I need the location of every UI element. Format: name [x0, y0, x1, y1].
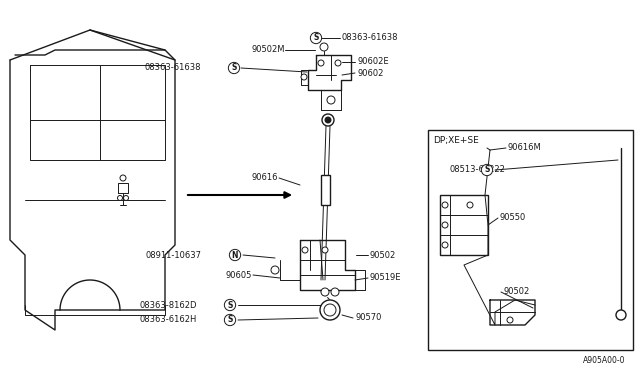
Circle shape: [616, 310, 626, 320]
Text: 90602: 90602: [358, 68, 385, 77]
Text: S: S: [227, 315, 233, 324]
Circle shape: [325, 117, 331, 123]
Circle shape: [327, 96, 335, 104]
Text: S: S: [314, 33, 319, 42]
Circle shape: [321, 288, 329, 296]
Text: S: S: [484, 166, 490, 174]
Circle shape: [331, 288, 339, 296]
Circle shape: [302, 247, 308, 253]
Text: N: N: [232, 250, 238, 260]
Text: A905A00-0: A905A00-0: [582, 356, 625, 365]
Text: 90502: 90502: [370, 250, 396, 260]
Text: 90502: 90502: [503, 288, 529, 296]
Circle shape: [118, 196, 122, 201]
Circle shape: [301, 74, 307, 80]
Circle shape: [442, 202, 448, 208]
Bar: [428, 130, 633, 350]
Circle shape: [507, 317, 513, 323]
Circle shape: [442, 242, 448, 248]
Text: 90550: 90550: [500, 214, 526, 222]
Text: 08363-6162H: 08363-6162H: [140, 315, 197, 324]
Text: 08911-10637: 08911-10637: [146, 250, 202, 260]
Text: 90602E: 90602E: [358, 58, 390, 67]
Text: 08363-61638: 08363-61638: [342, 33, 399, 42]
Circle shape: [124, 196, 129, 201]
Circle shape: [442, 222, 448, 228]
Circle shape: [271, 266, 279, 274]
Circle shape: [335, 60, 341, 66]
Circle shape: [324, 304, 336, 316]
Text: 08513-61222: 08513-61222: [450, 166, 506, 174]
Text: 90605: 90605: [226, 270, 252, 279]
Text: DP;XE+SE: DP;XE+SE: [433, 135, 479, 144]
Text: 90616: 90616: [252, 173, 278, 183]
Text: 90570: 90570: [355, 314, 381, 323]
Circle shape: [320, 300, 340, 320]
Text: S: S: [227, 301, 233, 310]
Text: 90502M: 90502M: [252, 45, 285, 55]
Text: 08363-8162D: 08363-8162D: [140, 301, 197, 310]
Text: S: S: [231, 64, 237, 73]
Bar: [440, 195, 488, 255]
Bar: [321, 175, 330, 205]
Circle shape: [320, 43, 328, 51]
Circle shape: [322, 247, 328, 253]
Text: 90616M: 90616M: [508, 144, 541, 153]
Text: 08363-61638: 08363-61638: [145, 64, 201, 73]
Circle shape: [467, 202, 473, 208]
Circle shape: [120, 175, 126, 181]
Circle shape: [318, 60, 324, 66]
Text: 90519E: 90519E: [370, 273, 401, 282]
Circle shape: [322, 114, 334, 126]
